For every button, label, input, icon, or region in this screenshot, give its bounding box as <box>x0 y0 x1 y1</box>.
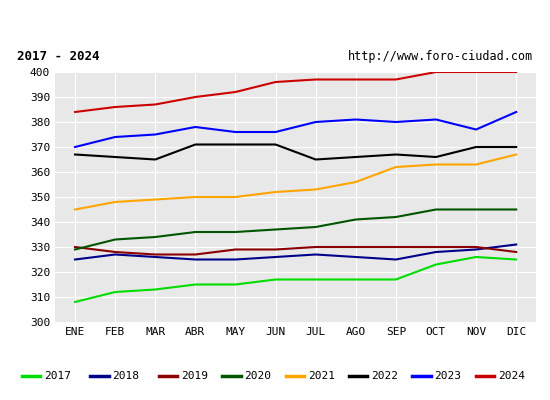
Text: http://www.foro-ciudad.com: http://www.foro-ciudad.com <box>348 50 532 63</box>
Text: Evolucion num de emigrantes en Archena: Evolucion num de emigrantes en Archena <box>85 12 465 30</box>
Text: 2021: 2021 <box>308 371 335 381</box>
Text: 2017: 2017 <box>44 371 71 381</box>
Text: 2024: 2024 <box>498 371 525 381</box>
Text: 2022: 2022 <box>371 371 398 381</box>
Text: 2018: 2018 <box>112 371 139 381</box>
Text: 2023: 2023 <box>434 371 461 381</box>
Text: 2019: 2019 <box>181 371 208 381</box>
Text: 2017 - 2024: 2017 - 2024 <box>18 50 100 63</box>
Text: 2020: 2020 <box>244 371 271 381</box>
